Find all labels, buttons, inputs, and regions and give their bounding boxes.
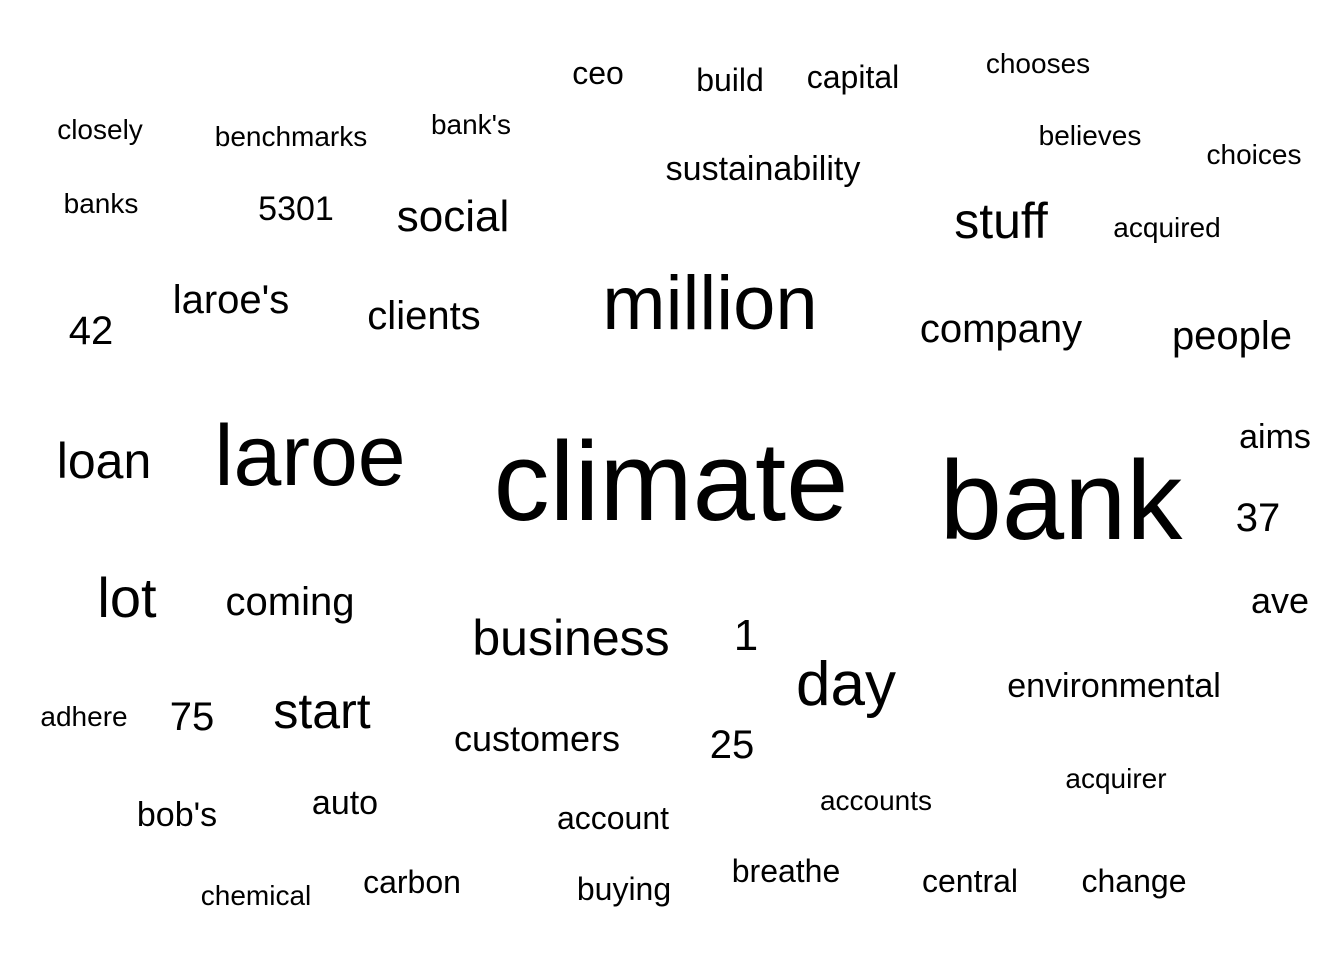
word-stuff: stuff: [954, 193, 1048, 249]
word-central: central: [921, 863, 1019, 899]
word-carbon: carbon: [363, 864, 461, 900]
word-acquired: acquired: [1113, 212, 1221, 243]
word-social: social: [396, 192, 510, 241]
word-acquirer: acquirer: [1065, 763, 1167, 794]
word-believes: believes: [1038, 120, 1142, 151]
word-bank: bank: [939, 438, 1183, 563]
word-37: 37: [1235, 496, 1281, 540]
word-account: account: [556, 800, 670, 836]
word-lot: lot: [97, 566, 157, 629]
word-adhere: adhere: [40, 701, 128, 732]
word-climate: climate: [493, 419, 849, 544]
word-customers: customers: [453, 718, 621, 759]
word-build: build: [696, 62, 764, 98]
word-banks-possessive: bank's: [430, 109, 512, 140]
word-breathe: breathe: [731, 853, 841, 889]
word-change: change: [1081, 863, 1187, 899]
word-capital: capital: [806, 59, 900, 95]
word-bobs: bob's: [136, 796, 218, 834]
word-coming: coming: [225, 580, 355, 624]
word-closely: closely: [57, 114, 143, 145]
word-company: company: [919, 307, 1083, 351]
word-clients: clients: [367, 294, 481, 338]
word-million: million: [602, 261, 818, 346]
word-business: business: [472, 610, 670, 666]
word-ceo: ceo: [572, 55, 624, 91]
word-1: 1: [733, 611, 759, 660]
word-people: people: [1171, 314, 1293, 358]
word-sustainability: sustainability: [665, 150, 861, 188]
word-auto: auto: [311, 784, 379, 822]
word-laroe: laroe: [214, 408, 406, 504]
word-buying: buying: [576, 871, 672, 907]
word-environmental: environmental: [1007, 667, 1221, 705]
word-banks: banks: [63, 188, 139, 219]
word-day: day: [796, 650, 896, 719]
word-42: 42: [68, 309, 114, 353]
word-loan: loan: [56, 433, 152, 489]
word-start: start: [273, 683, 371, 739]
word-5301: 5301: [258, 190, 334, 228]
word-25: 25: [709, 723, 755, 767]
word-choices: choices: [1206, 139, 1302, 170]
word-benchmarks: benchmarks: [214, 121, 368, 152]
word-aims: aims: [1239, 418, 1311, 456]
word-chemical: chemical: [200, 880, 312, 911]
word-laroes: laroe's: [172, 278, 290, 322]
word-accounts: accounts: [819, 785, 933, 816]
word-75: 75: [169, 695, 215, 739]
word-chooses: chooses: [985, 48, 1091, 79]
word-ave: ave: [1250, 580, 1310, 621]
